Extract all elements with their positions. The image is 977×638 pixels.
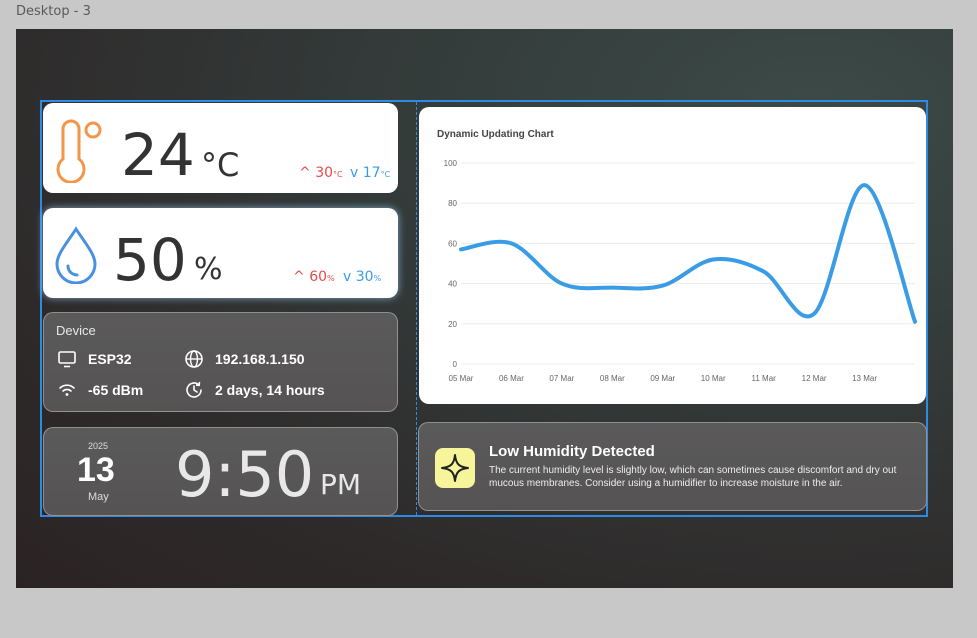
thermometer-icon <box>56 119 102 183</box>
humidity-low: v 30% <box>343 269 381 285</box>
selection-divider <box>416 102 418 515</box>
chart-x-tick-label: 11 Mar <box>752 374 777 383</box>
humidity-line-chart: Dynamic Updating Chart 0 20 40 60 80 100 05 Mar… <box>437 129 917 383</box>
temperature-high: ^ 30°C <box>299 165 343 181</box>
chart-x-tick-label: 12 Mar <box>802 374 827 383</box>
clock-day: 13 <box>77 451 115 489</box>
chart-y-tick-label: 60 <box>448 239 457 248</box>
clock-time: 9:50 <box>175 438 315 511</box>
temperature-high-unit: °C <box>333 170 343 179</box>
temperature-low-value: 17 <box>362 165 381 181</box>
water-drop-icon <box>55 226 97 284</box>
chart-y-tick-label: 40 <box>448 280 457 289</box>
device-ip: 192.168.1.150 <box>215 351 305 367</box>
chart-x-tick-label: 05 Mar <box>449 374 474 383</box>
alert-icon-box <box>435 448 475 488</box>
temperature-unit: °C <box>201 146 240 184</box>
chart-y-tick-label: 20 <box>448 320 457 329</box>
chart-x-tick-label: 08 Mar <box>600 374 625 383</box>
arrow-up-icon: ^ <box>299 165 311 181</box>
clock-year: 2025 <box>88 441 109 451</box>
humidity-high: ^ 60% <box>293 269 335 285</box>
chart-x-tick-label: 09 Mar <box>650 374 675 383</box>
chart-y-tick-label: 80 <box>448 199 457 208</box>
frame-label: Desktop - 3 <box>16 4 91 19</box>
clock-month: May <box>88 491 109 503</box>
sparkle-icon <box>441 454 469 482</box>
chart-x-tick-label: 07 Mar <box>549 374 574 383</box>
chart-x-tick-label: 13 Mar <box>852 374 877 383</box>
humidity-value: 50 <box>113 226 187 294</box>
alert-card: Low Humidity Detected The current humidi… <box>418 422 927 511</box>
chart-card: Dynamic Updating Chart 0 20 40 60 80 100 05 Mar… <box>419 107 926 404</box>
humidity-high-value: 60 <box>309 269 328 285</box>
humidity-low-value: 30 <box>355 269 374 285</box>
temperature-low: v 17°C <box>350 165 390 181</box>
device-uptime: 2 days, 14 hours <box>215 382 325 398</box>
clock-history-icon <box>186 381 202 398</box>
device-board: ESP32 <box>88 351 132 367</box>
chart-x-tick-label: 06 Mar <box>499 374 524 383</box>
chart-y-tick-label: 0 <box>453 360 458 369</box>
clock-card: 2025 13 May 9:50 PM <box>43 427 398 516</box>
device-card: Device ESP32 192.168.1.150 -65 dBm 2 day… <box>43 312 398 412</box>
selection-outline <box>40 100 928 517</box>
humidity-unit: % <box>194 252 223 287</box>
temperature-high-value: 30 <box>315 165 334 181</box>
humidity-high-unit: % <box>327 274 335 283</box>
chart-series-line <box>459 183 917 324</box>
temperature-card: 24 °C ^ 30°C v 17°C <box>43 103 398 193</box>
alert-body: The current humidity level is slightly l… <box>489 465 897 489</box>
arrow-down-icon: v <box>343 269 352 285</box>
humidity-card: 50 % ^ 60% v 30% <box>43 208 398 298</box>
temperature-low-unit: °C <box>380 170 391 179</box>
chart-x-tick-label: 10 Mar <box>701 374 726 383</box>
wifi-icon <box>59 384 75 396</box>
clock-ampm: PM <box>320 468 362 501</box>
globe-icon <box>185 350 203 368</box>
device-signal: -65 dBm <box>88 382 144 398</box>
temperature-value: 24 <box>121 121 195 189</box>
humidity-low-unit: % <box>373 274 382 283</box>
chart-title: Dynamic Updating Chart <box>437 129 554 140</box>
arrow-down-icon: v <box>350 165 359 181</box>
alert-title: Low Humidity Detected <box>489 443 655 460</box>
monitor-icon <box>58 351 76 368</box>
device-title: Device <box>56 323 96 338</box>
arrow-up-icon: ^ <box>293 269 305 285</box>
chart-y-tick-label: 100 <box>444 159 458 168</box>
